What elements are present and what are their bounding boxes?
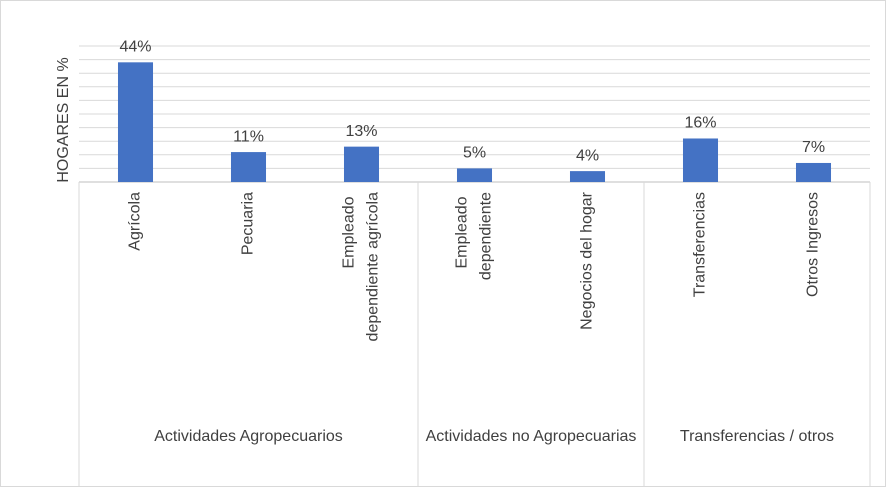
x-tick-label: Otros Ingresos bbox=[805, 192, 822, 297]
data-label: 44% bbox=[119, 39, 151, 56]
x-tick-label: Negocios del hogar bbox=[579, 191, 596, 330]
group-label: Actividades Agropecuarios bbox=[154, 428, 343, 445]
data-label: 11% bbox=[233, 128, 264, 145]
data-label: 13% bbox=[345, 123, 377, 140]
data-label: 7% bbox=[802, 139, 825, 156]
y-axis-label: HOGARES EN % bbox=[55, 57, 72, 182]
x-tick-label: Agrícola bbox=[127, 192, 144, 251]
bar bbox=[230, 152, 267, 182]
group-label: Actividades no Agropecuarias bbox=[426, 428, 637, 445]
data-label: 4% bbox=[576, 147, 599, 164]
x-tick-label: Transferencias bbox=[692, 192, 709, 297]
data-label: 16% bbox=[684, 115, 716, 132]
data-label: 5% bbox=[463, 145, 486, 162]
bar bbox=[117, 62, 154, 182]
bar bbox=[456, 168, 493, 182]
x-tick-label: Empleado dependiente bbox=[454, 192, 495, 280]
bar bbox=[795, 162, 832, 182]
bar bbox=[682, 138, 719, 182]
x-tick-label: Pecuaria bbox=[240, 192, 257, 255]
group-label: Transferencias / otros bbox=[680, 428, 834, 445]
bar bbox=[343, 146, 380, 182]
x-tick-label: Empleado dependiente agrícola bbox=[341, 192, 382, 342]
bar bbox=[569, 171, 606, 182]
